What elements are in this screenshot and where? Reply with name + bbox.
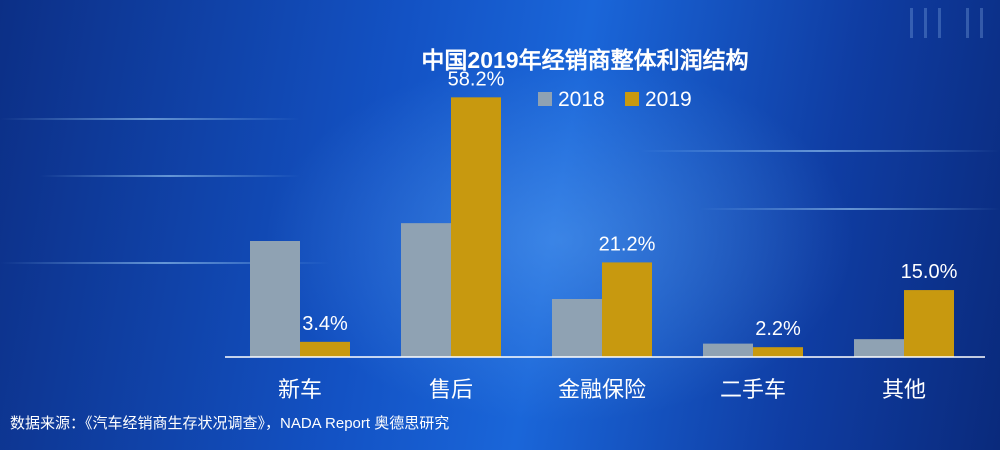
bar-2019-1 bbox=[451, 97, 501, 357]
bar-2019-2 bbox=[602, 262, 652, 357]
bg-vbar bbox=[938, 8, 941, 38]
bars-group bbox=[250, 97, 954, 357]
data-label-3: 2.2% bbox=[755, 318, 801, 340]
chart-title: 中国2019年经销商整体利润结构 bbox=[421, 47, 748, 73]
bar-2018-3 bbox=[703, 343, 753, 357]
value-labels-group: 3.4% 58.2% 21.2% 2.2% 15.0% bbox=[302, 68, 957, 340]
bg-vbar bbox=[966, 8, 969, 38]
bg-streak bbox=[0, 262, 330, 264]
legend-swatch-2019 bbox=[625, 92, 639, 106]
bar-2019-4 bbox=[904, 290, 954, 357]
bar-2018-2 bbox=[552, 299, 602, 357]
source-note: 数据来源：《汽车经销商生存状况调查》，NADA Report 奥德思研究 bbox=[10, 414, 449, 432]
category-label-0: 新车 bbox=[278, 377, 322, 402]
bg-streak bbox=[0, 118, 300, 120]
bar-2018-0 bbox=[250, 241, 300, 357]
legend-label-2018: 2018 bbox=[558, 88, 605, 111]
category-label-2: 金融保险 bbox=[558, 377, 646, 402]
bg-vbar bbox=[980, 8, 983, 38]
bg-streak bbox=[640, 150, 1000, 152]
legend-label-2019: 2019 bbox=[645, 88, 692, 111]
category-label-1: 售后 bbox=[429, 377, 473, 402]
category-label-4: 其他 bbox=[882, 377, 926, 402]
bar-2018-1 bbox=[401, 223, 451, 357]
category-label-3: 二手车 bbox=[720, 377, 786, 402]
data-label-4: 15.0% bbox=[901, 261, 958, 283]
data-label-2: 21.2% bbox=[599, 233, 656, 255]
bar-2019-0 bbox=[300, 341, 350, 357]
category-labels-group: 新车 售后 金融保险 二手车 其他 bbox=[278, 377, 926, 402]
bar-2019-3 bbox=[753, 347, 803, 357]
data-label-1: 58.2% bbox=[448, 68, 505, 90]
bg-streak bbox=[700, 208, 1000, 210]
legend: 2018 2019 bbox=[538, 88, 692, 111]
legend-swatch-2018 bbox=[538, 92, 552, 106]
data-label-0: 3.4% bbox=[302, 313, 348, 335]
bg-streak bbox=[40, 175, 300, 177]
bar-2018-4 bbox=[854, 339, 904, 357]
bg-vbar bbox=[910, 8, 913, 38]
bg-vbar bbox=[924, 8, 927, 38]
